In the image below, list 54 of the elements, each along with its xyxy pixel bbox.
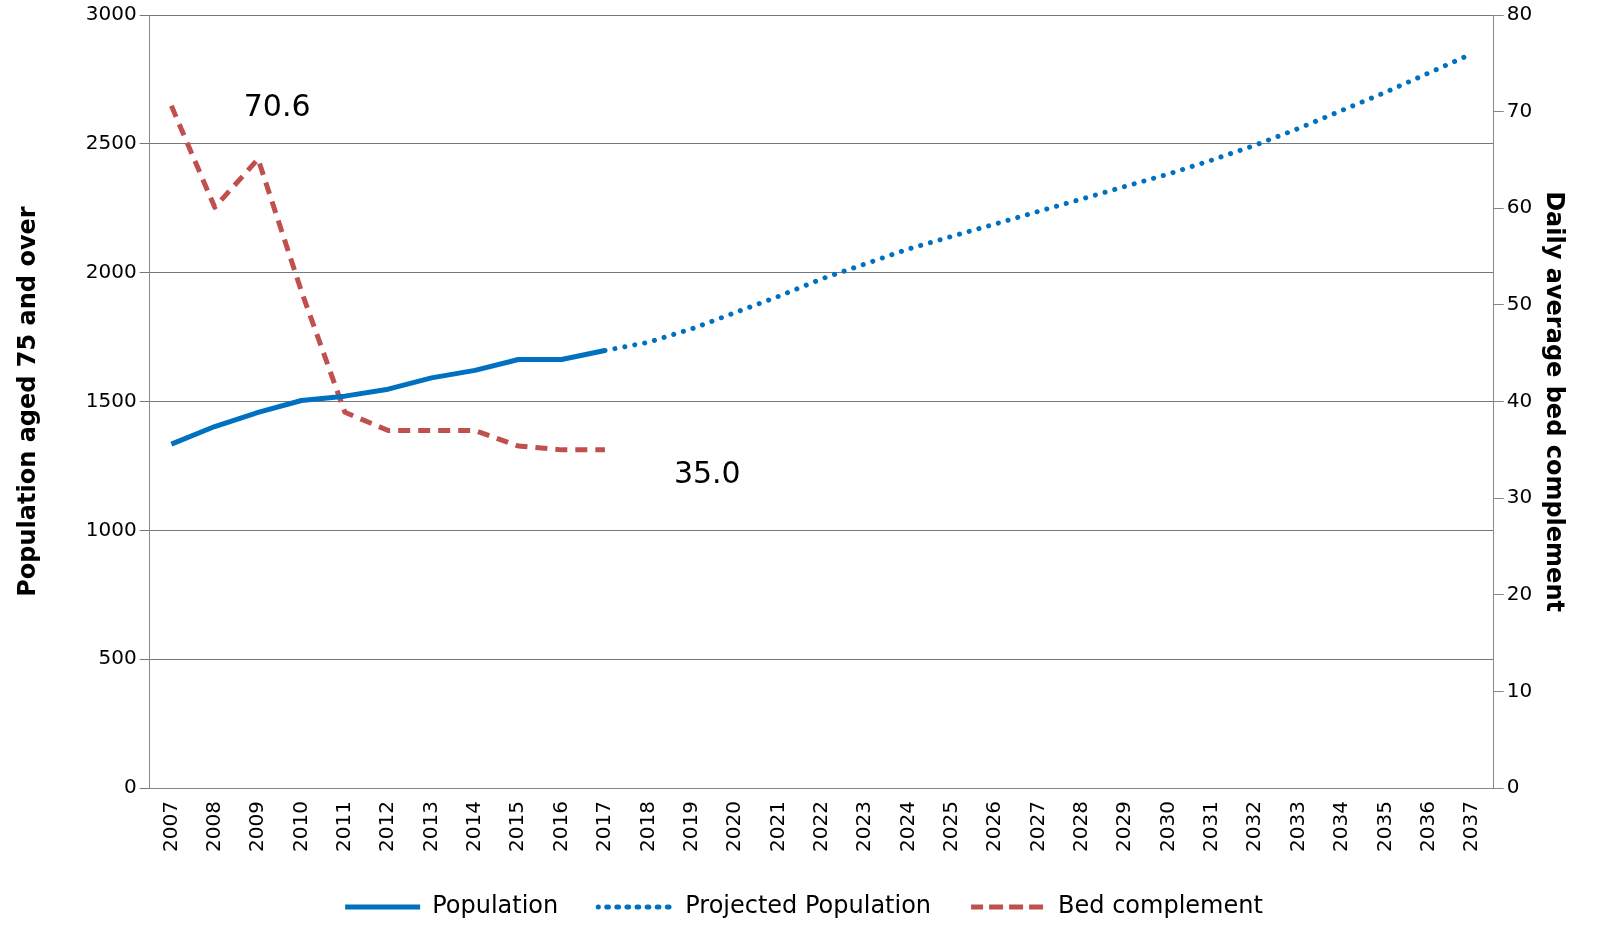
x-tick-label: 2035 bbox=[1371, 801, 1396, 853]
y-tick-label: 1000 bbox=[85, 516, 137, 541]
x-tick-label: 2010 bbox=[287, 801, 312, 853]
y2-tick-label: 80 bbox=[1506, 1, 1533, 26]
x-tick-label: 2026 bbox=[981, 801, 1006, 853]
x-tick-label: 2037 bbox=[1458, 801, 1483, 853]
y-tick-label: 500 bbox=[98, 645, 137, 670]
x-tick-label: 2032 bbox=[1241, 801, 1266, 853]
y2-tick-label: 60 bbox=[1506, 194, 1533, 219]
x-tick-label: 2027 bbox=[1024, 801, 1049, 853]
x-tick-label: 2009 bbox=[244, 801, 269, 853]
y-tick-label: 3000 bbox=[85, 1, 137, 26]
y2-axis-title: Daily average bed complement bbox=[1541, 191, 1570, 612]
x-tick-label: 2011 bbox=[331, 801, 356, 853]
x-tick-label: 2025 bbox=[938, 801, 962, 853]
x-tick-label: 2014 bbox=[461, 801, 486, 853]
y-tick-label: 2500 bbox=[85, 130, 137, 155]
x-tick-label: 2031 bbox=[1198, 801, 1223, 853]
y-tick-label: 1500 bbox=[85, 387, 137, 412]
y2-tick-label: 50 bbox=[1506, 291, 1533, 316]
x-tick-label: 2034 bbox=[1328, 801, 1353, 853]
y2-tick-label: 40 bbox=[1506, 387, 1533, 412]
y2-tick-label: 0 bbox=[1506, 774, 1520, 799]
x-tick-label: 2018 bbox=[634, 801, 659, 853]
legend-label: Projected Population bbox=[685, 891, 932, 920]
y2-tick-label: 70 bbox=[1506, 97, 1533, 122]
x-tick-label: 2024 bbox=[894, 801, 919, 853]
x-tick-label: 2021 bbox=[764, 801, 789, 853]
x-tick-label: 2016 bbox=[547, 801, 572, 853]
y-axis-title: Population aged 75 and over bbox=[12, 206, 41, 597]
y2-tick-label: 20 bbox=[1506, 581, 1533, 606]
x-tick-label: 2030 bbox=[1154, 801, 1179, 853]
x-tick-label: 2012 bbox=[374, 801, 399, 853]
x-tick-label: 2015 bbox=[504, 801, 529, 853]
x-tick-label: 2028 bbox=[1068, 801, 1093, 853]
x-tick-label: 2023 bbox=[851, 801, 876, 853]
annotation: 70.6 bbox=[243, 87, 311, 123]
x-tick-label: 2033 bbox=[1284, 801, 1309, 853]
y-tick-label: 0 bbox=[123, 774, 137, 799]
x-tick-label: 2008 bbox=[200, 801, 225, 853]
x-tick-label: 2022 bbox=[807, 801, 832, 853]
annotation: 35.0 bbox=[673, 454, 741, 490]
y-tick-label: 2000 bbox=[85, 258, 137, 283]
y2-tick-label: 10 bbox=[1506, 677, 1533, 702]
y2-tick-label: 30 bbox=[1506, 484, 1533, 509]
x-tick-label: 2013 bbox=[417, 801, 442, 853]
x-tick-label: 2007 bbox=[157, 801, 182, 853]
x-tick-label: 2019 bbox=[677, 801, 702, 853]
x-tick-label: 2029 bbox=[1111, 801, 1136, 853]
x-tick-label: 2017 bbox=[591, 801, 616, 853]
x-tick-label: 2036 bbox=[1414, 801, 1439, 853]
legend-label: Population bbox=[432, 891, 559, 920]
x-tick-label: 2020 bbox=[721, 801, 746, 853]
legend-label: Bed complement bbox=[1058, 891, 1263, 920]
